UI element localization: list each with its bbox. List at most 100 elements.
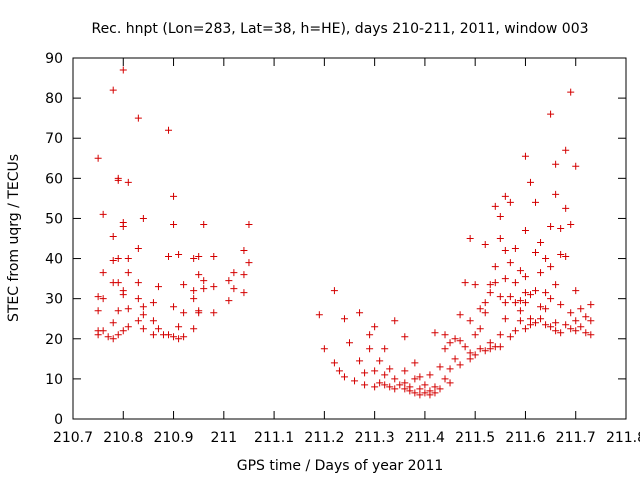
data-point — [506, 333, 514, 341]
data-point — [391, 385, 399, 393]
data-point — [587, 301, 595, 309]
data-point — [225, 297, 233, 305]
data-point — [381, 381, 389, 389]
data-point — [547, 323, 555, 331]
data-point — [99, 327, 107, 335]
x-tick-label: 211.4 — [405, 430, 445, 446]
data-point — [532, 319, 540, 327]
data-point — [562, 253, 570, 261]
data-point — [501, 315, 509, 323]
data-point — [542, 255, 550, 263]
data-point — [170, 333, 178, 341]
data-point — [109, 319, 117, 327]
data-point — [481, 241, 489, 249]
data-point — [501, 247, 509, 255]
data-point — [240, 289, 248, 297]
data-point — [577, 305, 585, 313]
data-point — [446, 339, 454, 347]
data-point — [335, 367, 343, 375]
data-point — [366, 331, 374, 339]
data-point — [381, 371, 389, 379]
data-point — [109, 86, 117, 94]
data-point — [436, 363, 444, 371]
data-point — [511, 299, 519, 307]
data-point — [451, 355, 459, 363]
data-point — [567, 88, 575, 96]
data-point — [537, 315, 545, 323]
data-point — [170, 303, 178, 311]
data-point — [109, 257, 117, 265]
x-tick-label: 211.2 — [304, 430, 344, 446]
data-point — [567, 309, 575, 317]
data-point — [396, 381, 404, 389]
data-point — [521, 289, 529, 297]
data-point — [486, 339, 494, 347]
data-point — [94, 293, 102, 301]
data-point — [371, 323, 379, 331]
data-point — [466, 317, 474, 325]
data-point — [245, 220, 253, 228]
data-point — [557, 329, 565, 337]
y-tick-label: 90 — [45, 51, 63, 67]
data-point — [572, 287, 580, 295]
data-point — [547, 110, 555, 118]
data-point — [426, 371, 434, 379]
data-point — [94, 154, 102, 162]
data-point — [139, 311, 147, 319]
data-point — [506, 293, 514, 301]
data-point — [476, 325, 484, 333]
data-point — [426, 391, 434, 399]
data-point — [346, 339, 353, 347]
data-point — [516, 307, 524, 315]
data-point — [195, 271, 203, 279]
data-point — [401, 333, 409, 341]
data-point — [562, 204, 570, 212]
data-point — [391, 317, 399, 325]
data-point — [149, 317, 157, 325]
data-points — [94, 66, 595, 399]
data-point — [572, 327, 580, 335]
data-point — [552, 160, 560, 168]
data-point — [521, 273, 529, 281]
data-point — [149, 299, 157, 307]
data-point — [114, 279, 122, 287]
data-point — [210, 283, 218, 291]
data-point — [557, 301, 565, 309]
data-point — [200, 285, 208, 293]
data-point — [94, 331, 102, 339]
data-point — [471, 331, 479, 339]
data-point — [496, 343, 504, 351]
data-point — [119, 291, 127, 299]
data-point — [109, 335, 117, 343]
data-point — [170, 220, 178, 228]
data-point — [200, 277, 208, 285]
data-point — [441, 331, 449, 339]
data-point — [516, 297, 524, 305]
data-point — [441, 375, 449, 383]
data-point — [124, 255, 132, 263]
data-point — [526, 178, 534, 186]
data-point — [114, 255, 122, 263]
x-tick-label: 210.8 — [103, 430, 143, 446]
data-point — [139, 303, 147, 311]
data-point — [431, 383, 439, 391]
data-point — [481, 347, 489, 355]
data-point — [481, 299, 489, 307]
x-tick-label: 211.5 — [455, 430, 495, 446]
data-point — [582, 313, 590, 321]
data-point — [190, 287, 198, 295]
y-tick-label: 20 — [45, 332, 63, 348]
data-point — [466, 349, 474, 357]
plot-frame — [72, 57, 627, 420]
data-point — [165, 331, 173, 339]
data-point — [542, 321, 550, 329]
data-point — [537, 269, 545, 277]
data-point — [436, 385, 444, 393]
data-point — [114, 331, 122, 339]
data-point — [340, 373, 348, 381]
data-point — [99, 269, 107, 277]
y-axis-label: STEC from uqrg / TECUs — [6, 154, 22, 322]
data-point — [451, 335, 459, 343]
data-point — [557, 224, 565, 232]
data-point — [466, 235, 474, 242]
